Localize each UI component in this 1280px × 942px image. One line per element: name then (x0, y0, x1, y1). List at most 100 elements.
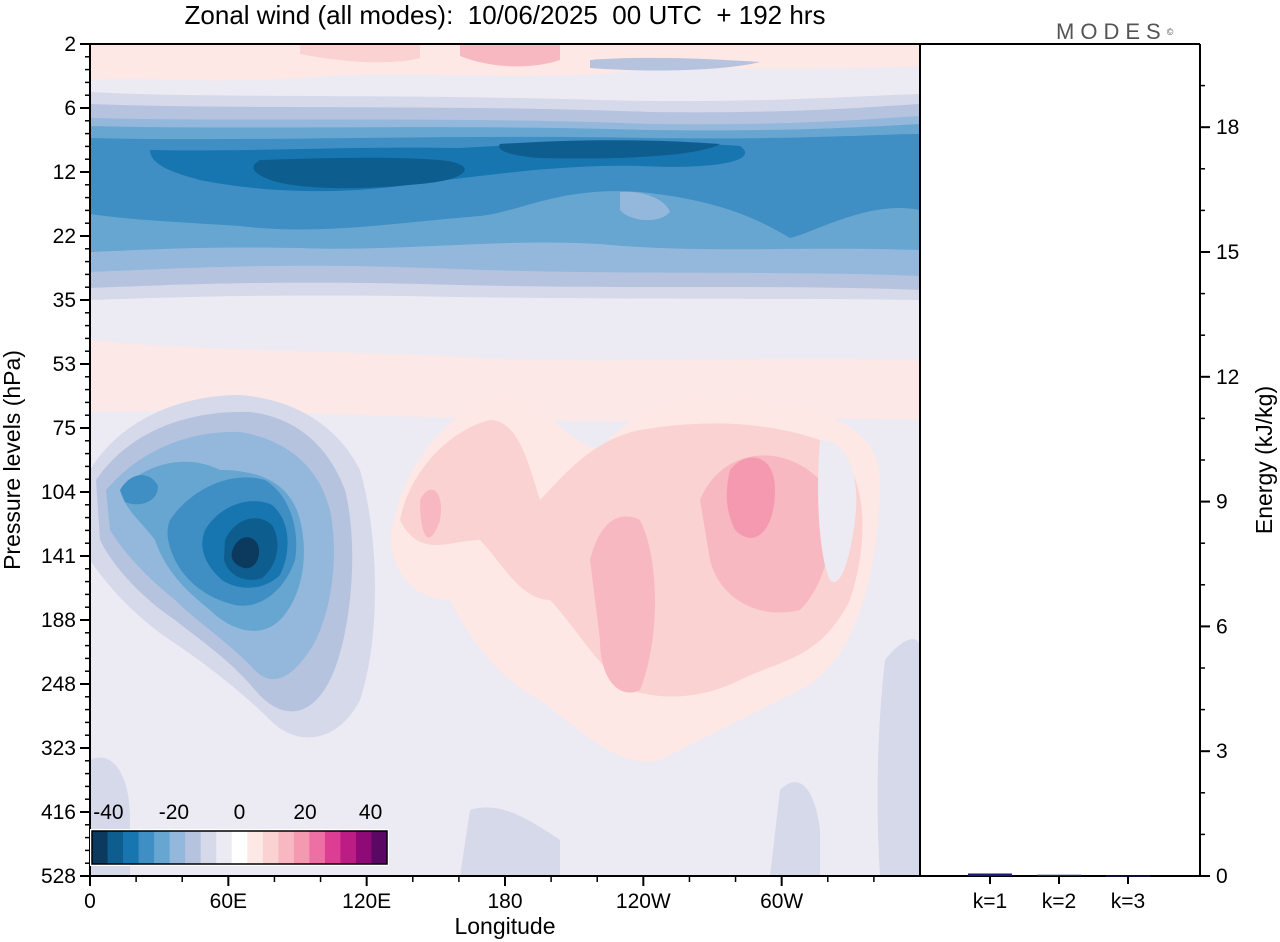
colorbar-swatch (293, 831, 310, 864)
colorbar-tick-label: 40 (359, 801, 382, 824)
y-tick: 22 (53, 225, 90, 288)
x-tick: 120W (616, 876, 671, 913)
wind-contour-field (90, 44, 920, 876)
colorbar-swatch (231, 831, 248, 864)
wavenumber-label: k=2 (1042, 890, 1076, 913)
wavenumber-tick: k=2 (1042, 876, 1076, 913)
energy-tick: 18 (1200, 116, 1239, 139)
y-tick-label: 104 (41, 481, 76, 504)
x-tick-label: 120W (616, 890, 671, 913)
colorbar-swatch (123, 831, 140, 864)
colorbar-tick-label: 0 (234, 801, 246, 824)
energy-tick: 3 (1200, 740, 1228, 763)
energy-tick-label: 12 (1216, 366, 1239, 389)
y-tick: 104 (41, 481, 90, 544)
y-tick: 248 (41, 673, 90, 736)
x-tick: 180 (487, 876, 523, 913)
pressure-axis: 2 6 12 22 35 53 75 104 141 188 248 323 416 528 (41, 33, 90, 888)
colorbar-tick-label: -40 (93, 801, 123, 824)
y-tick: 528 (41, 865, 90, 888)
colorbar-tick-label: 20 (293, 801, 316, 824)
colorbar-swatch (200, 831, 217, 864)
colorbar-swatch (107, 831, 124, 864)
x-axis-label: Longitude (454, 913, 555, 939)
energy-tick: 6 (1200, 615, 1228, 638)
y-tick-label: 141 (41, 545, 76, 568)
y-tick-label: 6 (64, 97, 76, 120)
colorbar-swatch (371, 831, 388, 864)
y-tick-label: 323 (41, 737, 76, 760)
colorbar-swatch (278, 831, 295, 864)
x-tick-label: 60E (210, 890, 247, 913)
energy-axis: 0 3 6 9 12 15 18 (1200, 84, 1239, 888)
wavenumber-label: k=1 (973, 890, 1007, 913)
colorbar-swatch (185, 831, 202, 864)
y-tick: 141 (41, 545, 90, 608)
chart-title: Zonal wind (all modes): 10/06/2025 00 UT… (184, 0, 826, 30)
energy-tick-label: 0 (1216, 865, 1228, 888)
y-tick-label: 75 (53, 417, 76, 440)
colorbar-frame (91, 830, 388, 865)
x-tick: 120E (342, 876, 391, 913)
modes-logo: MODES© (1056, 20, 1173, 44)
y-tick-label: 22 (53, 225, 76, 248)
y-tick: 35 (53, 289, 90, 352)
colorbar-swatch (309, 831, 326, 864)
x-tick: 60E (210, 876, 247, 913)
energy-tick-label: 15 (1216, 241, 1239, 264)
y-tick-label: 12 (53, 161, 76, 184)
x-tick-label: 0 (84, 890, 96, 913)
y-tick: 12 (53, 161, 90, 224)
colorbar-swatch (262, 831, 279, 864)
energy-tick-label: 9 (1216, 491, 1228, 514)
x-tick-label: 180 (487, 890, 522, 913)
wavenumber-tick: k=3 (1111, 876, 1145, 913)
energy-tick: 12 (1200, 366, 1239, 389)
energy-tick-label: 6 (1216, 615, 1228, 638)
wavenumber-tick: k=1 (973, 876, 1007, 913)
energy-axis-label: Energy (kJ/kg) (1251, 386, 1277, 534)
energy-bar (968, 873, 1012, 876)
y-tick-label: 248 (41, 673, 76, 696)
y-tick: 53 (53, 353, 90, 416)
colorbar-swatch (216, 831, 233, 864)
y-tick-label: 188 (41, 609, 76, 632)
x-tick: 60W (760, 876, 803, 913)
y-axis-label: Pressure levels (hPa) (0, 350, 25, 570)
colorbar-swatch (324, 831, 341, 864)
energy-tick-label: 3 (1216, 740, 1228, 763)
colorbar-swatch (138, 831, 155, 864)
colorbar-swatch (154, 831, 171, 864)
y-tick: 2 (64, 33, 90, 96)
colorbar-swatch (169, 831, 186, 864)
energy-bar (1037, 874, 1081, 876)
longitude-axis: 0 60E 120E 180 120W 60W (84, 876, 875, 913)
energy-tick: 15 (1200, 241, 1239, 264)
y-tick-label: 528 (41, 865, 76, 888)
colorbar: -40 -20 0 20 40 (90, 801, 389, 866)
y-tick: 323 (41, 737, 90, 800)
colorbar-swatch (340, 831, 357, 864)
energy-tick: 0 (1200, 865, 1228, 888)
wavenumber-label: k=3 (1111, 890, 1145, 913)
colorbar-tick-label: -20 (159, 801, 189, 824)
brand-mark: © (1166, 27, 1174, 37)
colorbar-swatch (355, 831, 372, 864)
y-tick-label: 35 (53, 289, 76, 312)
y-tick: 188 (41, 609, 90, 672)
colorbar-swatch (92, 831, 109, 864)
x-tick-label: 60W (760, 890, 803, 913)
y-tick-label: 2 (64, 33, 76, 56)
y-tick-label: 53 (53, 353, 76, 376)
energy-tick-label: 18 (1216, 116, 1239, 139)
brand-text: MODES (1056, 19, 1167, 44)
y-tick-label: 416 (41, 801, 76, 824)
x-tick-label: 120E (342, 890, 391, 913)
y-tick: 6 (64, 97, 90, 160)
wavenumber-axis: k=1 k=2 k=3 (973, 876, 1145, 913)
y-tick: 416 (41, 801, 90, 864)
y-tick: 75 (53, 417, 90, 480)
colorbar-swatch (247, 831, 264, 864)
energy-tick: 9 (1200, 491, 1228, 514)
